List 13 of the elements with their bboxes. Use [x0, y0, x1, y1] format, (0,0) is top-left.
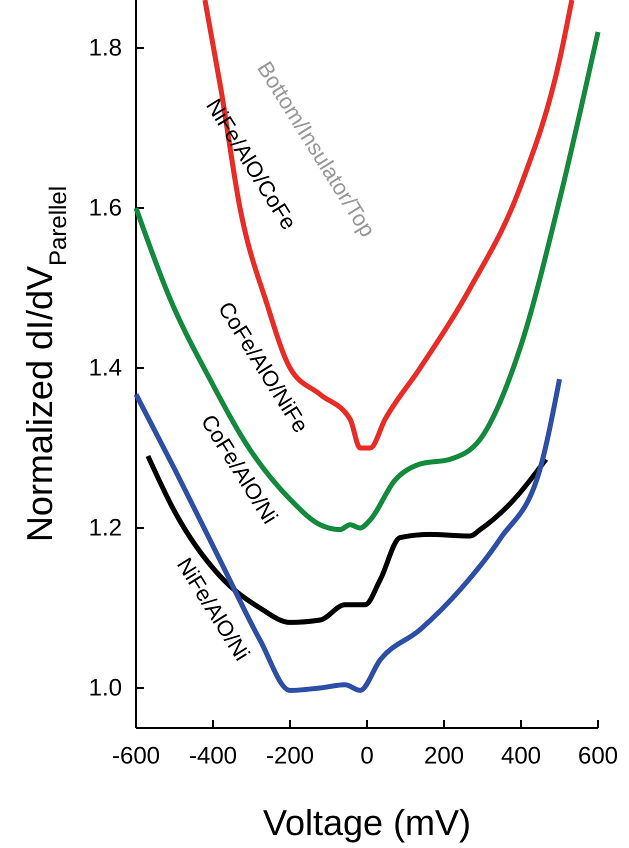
x-tick-label: 200 [424, 742, 464, 770]
x-tick-label: -200 [266, 742, 314, 770]
x-tick-label: 600 [578, 742, 618, 770]
x-tick-label: -600 [112, 742, 160, 770]
x-axis-title: Voltage (mV) [262, 802, 472, 843]
y-tick-label: 1.2 [88, 514, 122, 542]
x-tick-label: 400 [500, 742, 542, 770]
y-tick-label: 1.8 [88, 34, 122, 62]
y-tick-label: 1.6 [88, 194, 122, 222]
y-tick-label: 1.0 [88, 674, 122, 702]
x-tick-label: -400 [188, 742, 238, 770]
y-tick-label: 1.4 [88, 354, 122, 382]
x-tick-label: 0 [360, 742, 374, 770]
